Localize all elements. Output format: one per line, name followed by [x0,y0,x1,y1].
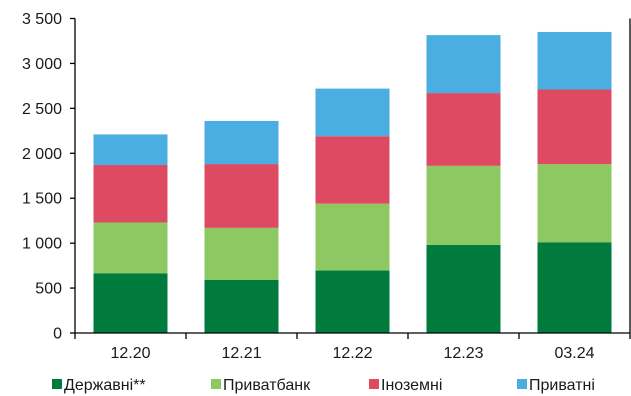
legend-label-3: Іноземні [381,377,442,394]
bar-segment-2-cat-2 [204,227,279,280]
x-tick-label: 12.23 [443,345,483,362]
bar-segment-3-cat-2 [204,164,279,228]
bar-segment-4-cat-3 [315,88,390,137]
y-tick-label: 2 000 [22,146,62,163]
axes-group [70,17,631,339]
x-tick-label: 12.21 [221,345,261,362]
y-tick-label: 3 500 [22,11,62,28]
legend-swatch-3 [369,379,379,389]
bar-segment-4-cat-2 [204,120,279,165]
x-tick-label: 03.24 [554,345,594,362]
y-tick-label: 2 500 [22,101,62,118]
bar-segment-1-cat-1 [93,273,168,333]
y-tick-label: 1 500 [22,191,62,208]
bar-segment-3-cat-4 [426,93,501,166]
bar-segment-3-cat-1 [93,164,168,223]
bar-segment-3-cat-5 [537,89,612,165]
legend-swatch-1 [52,379,62,389]
x-tick-labels: 12.20 12.21 12.22 12.23 03.24 [110,345,594,362]
y-tick-labels: 0 500 1 000 1 500 2 000 2 500 3 000 3 500 [22,11,62,343]
legend-label-2: Приватбанк [223,377,311,394]
bar-segment-1-cat-4 [426,244,501,333]
y-tick-label: 0 [53,326,62,343]
bar-segment-4-cat-1 [93,134,168,165]
x-tick-label: 12.20 [110,345,150,362]
legend-label-4: Приватні [529,377,595,394]
bar-segment-4-cat-4 [426,35,501,94]
legend-swatch-2 [211,379,221,389]
bar-segment-2-cat-4 [426,165,501,245]
bar-segment-4-cat-5 [537,31,612,90]
x-tick-label: 12.22 [332,345,372,362]
bar-segment-1-cat-3 [315,270,390,333]
legend: Державні** Приватбанк Іноземні Приватні [52,377,595,394]
bar-segment-2-cat-5 [537,164,612,243]
bar-segment-3-cat-3 [315,136,390,204]
bar-segment-2-cat-3 [315,203,390,271]
legend-label-1: Державні** [64,377,146,394]
bars-group [93,31,612,333]
y-tick-label: 1 000 [22,236,62,253]
bar-segment-2-cat-1 [93,222,168,274]
legend-swatch-4 [517,379,527,389]
y-tick-label: 500 [35,281,62,298]
bar-segment-1-cat-5 [537,242,612,333]
bar-segment-1-cat-2 [204,279,279,333]
y-tick-label: 3 000 [22,56,62,73]
